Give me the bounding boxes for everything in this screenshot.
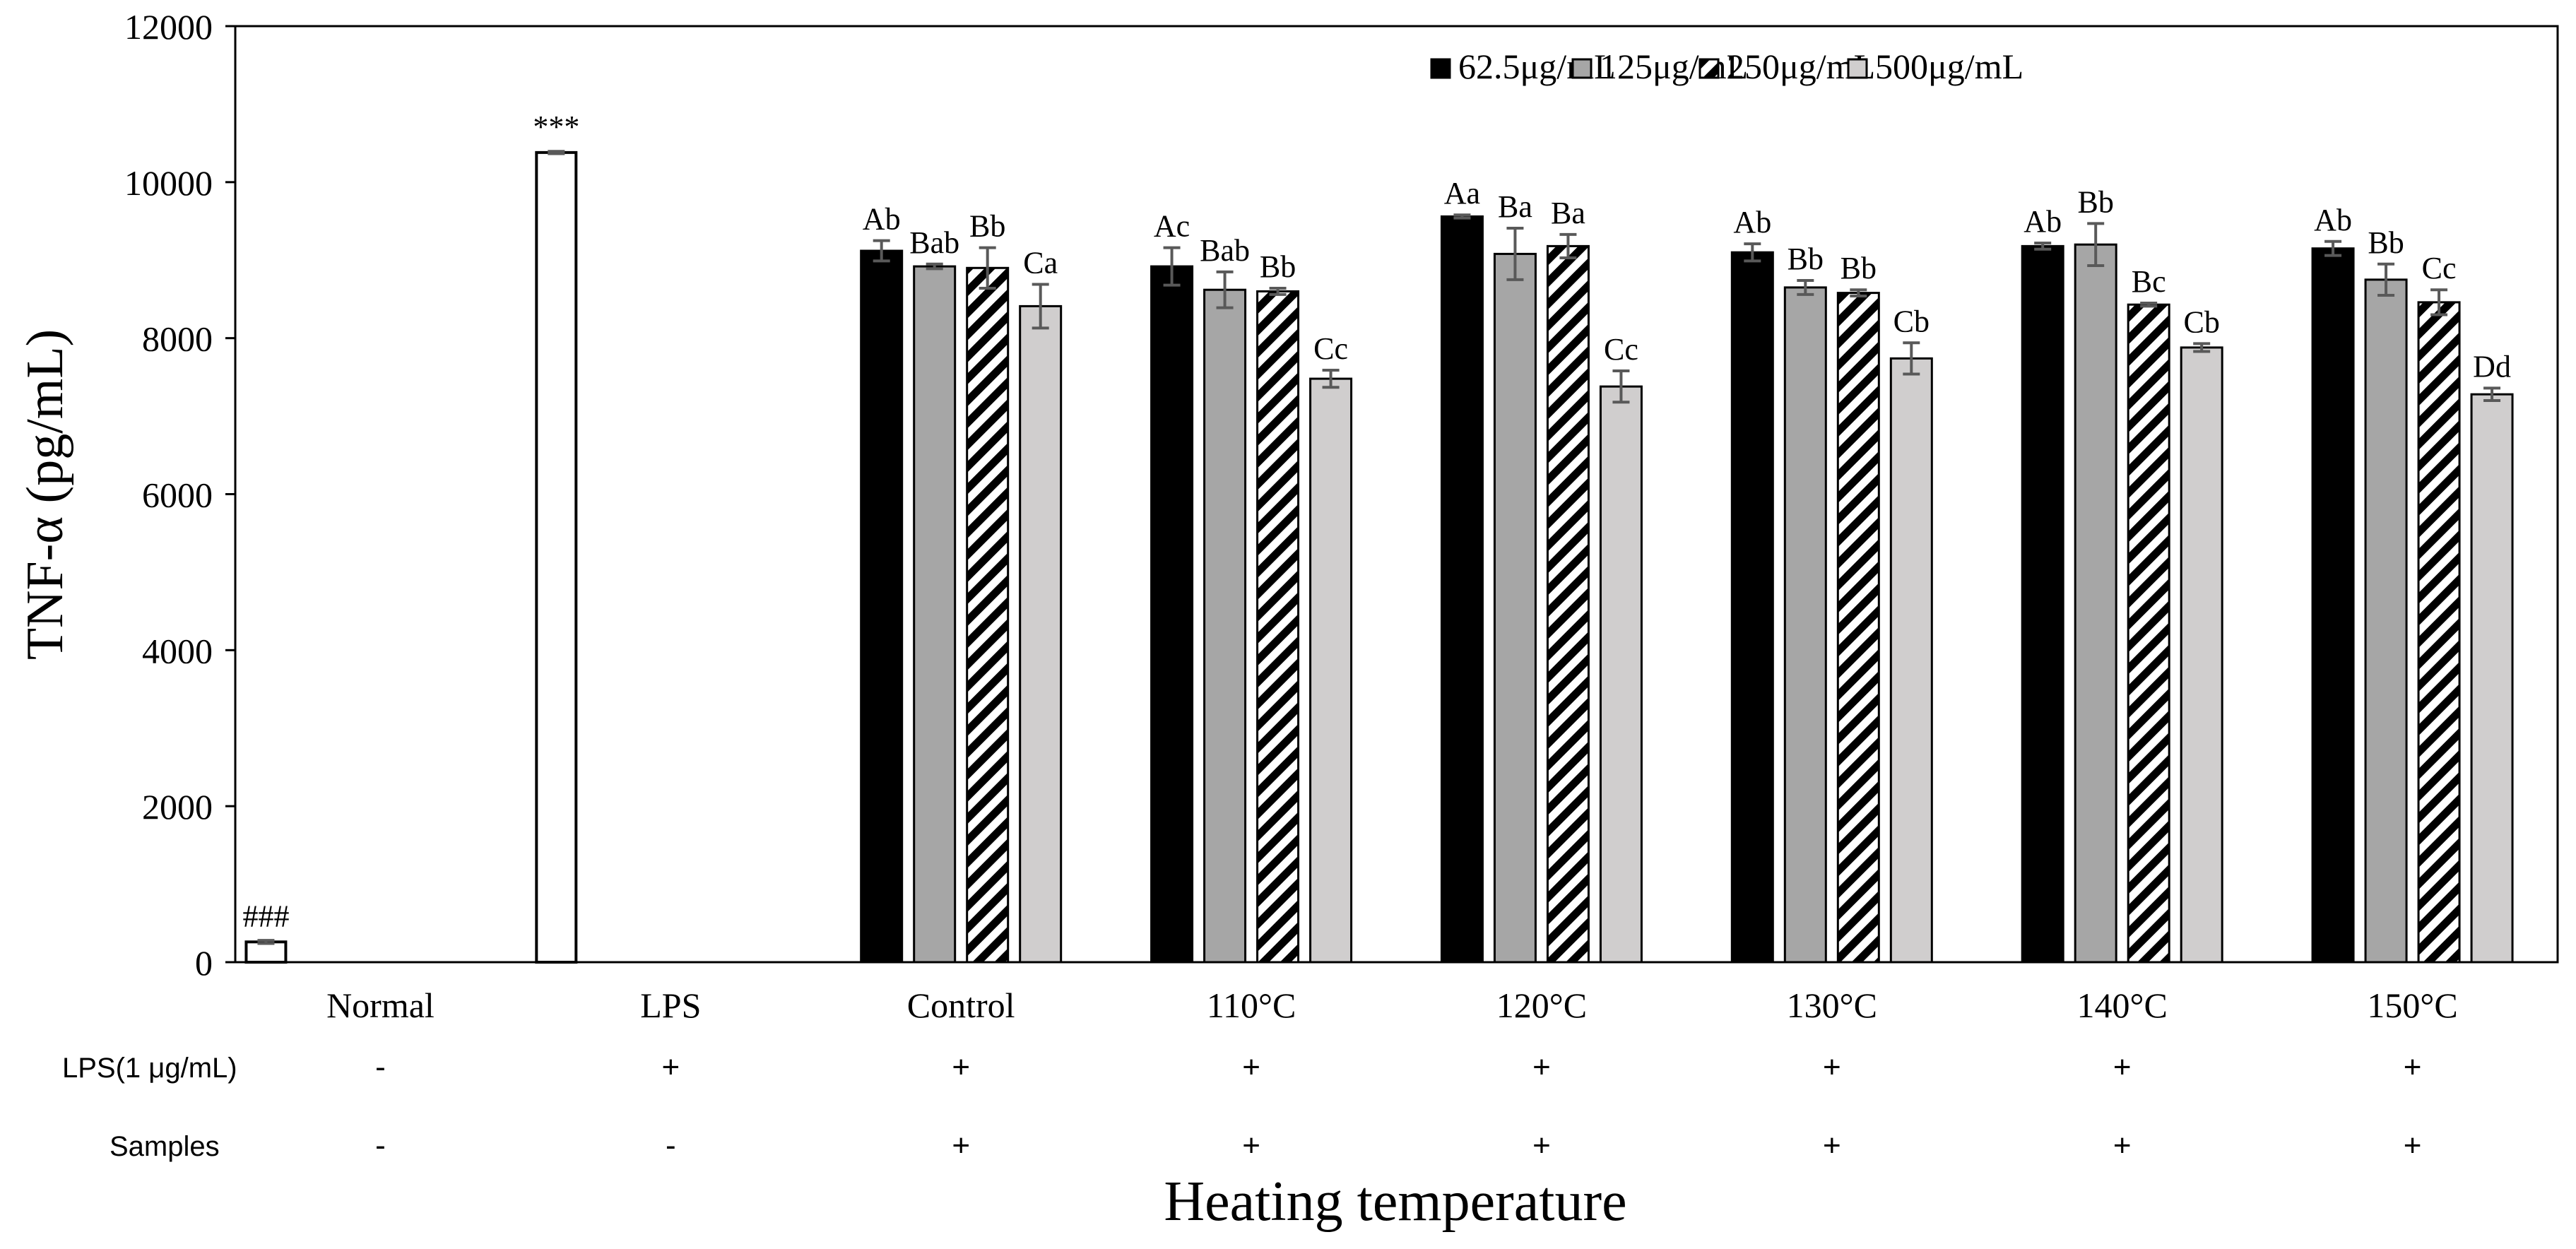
- bar: [1019, 304, 1063, 964]
- treatment-cell: +: [1242, 1050, 1260, 1084]
- treatment-cell: -: [375, 1128, 386, 1163]
- significance-label: Dd: [2473, 349, 2511, 384]
- bar: [535, 150, 578, 964]
- treatment-cell: +: [661, 1050, 680, 1084]
- x-tick-label: LPS: [640, 985, 701, 1025]
- treatment-cell: +: [1532, 1050, 1551, 1084]
- treatment-cell: +: [2404, 1050, 2422, 1084]
- bar: [1599, 385, 1643, 964]
- significance-label: Cc: [1604, 332, 1638, 367]
- y-tick-label: 4000: [142, 631, 213, 670]
- significance-label: Ba: [1498, 189, 1532, 224]
- treatment-cell: -: [666, 1128, 676, 1163]
- bar: [1256, 290, 1300, 964]
- treatment-cell: +: [2113, 1050, 2132, 1084]
- bar: [2074, 243, 2117, 964]
- significance-label: Bab: [1200, 233, 1250, 268]
- treatment-row-label: LPS(1 μg/mL): [62, 1053, 237, 1084]
- bar: [1309, 377, 1353, 964]
- y-tick-label: 2000: [142, 787, 213, 827]
- legend-label: 125μg/mL: [1600, 47, 1748, 86]
- x-tick-label: 130°C: [1787, 985, 1877, 1025]
- treatment-cell: -: [375, 1050, 386, 1084]
- legend-label: 500μg/mL: [1875, 47, 2023, 86]
- significance-label: Ca: [1023, 245, 1058, 280]
- treatment-table: LPS(1 μg/mL) - + + + + + + + Samples - - + + + + + +: [62, 1050, 2421, 1163]
- significance-label: Ab: [2023, 204, 2062, 239]
- bar: [1493, 252, 1537, 964]
- significance-label: Bb: [1260, 249, 1296, 284]
- significance-label: Bb: [2368, 225, 2404, 260]
- bar: [2364, 278, 2408, 964]
- bar: [1730, 251, 1774, 964]
- treatment-cell: +: [952, 1128, 970, 1163]
- legend-swatch: [1571, 58, 1593, 79]
- significance-label: Ab: [1733, 205, 1771, 239]
- x-tick-label: 110°C: [1207, 985, 1296, 1025]
- legend-swatch: [1698, 58, 1720, 79]
- x-tick-label: Normal: [326, 985, 435, 1025]
- x-tick-label: Control: [907, 985, 1015, 1025]
- bar: [2470, 393, 2514, 964]
- treatment-cell: +: [1823, 1128, 1841, 1163]
- bar: [1783, 286, 1827, 964]
- bar: [1836, 292, 1880, 964]
- bar: [1889, 357, 1933, 964]
- y-axis-title: TNF-α (pg/mL): [16, 329, 74, 660]
- significance-label: Aa: [1444, 176, 1480, 211]
- significance-label: Ba: [1551, 196, 1585, 230]
- significance-label: Bb: [969, 209, 1005, 244]
- significance-label: Cb: [2184, 304, 2220, 339]
- treatment-cell: +: [1532, 1128, 1551, 1163]
- treatment-row-label: Samples: [110, 1131, 220, 1162]
- treatment-cell: +: [1242, 1128, 1260, 1163]
- bar: [1440, 215, 1484, 964]
- legend-swatch: [1430, 58, 1451, 79]
- y-tick-label: 10000: [124, 163, 213, 203]
- significance-label: Cb: [1893, 304, 1930, 338]
- legend-swatch: [1847, 58, 1868, 79]
- y-tick-label: 12000: [124, 7, 213, 47]
- significance-label: ###: [242, 899, 289, 933]
- significance-label: Ab: [863, 202, 901, 237]
- treatment-cell: +: [1823, 1050, 1841, 1084]
- bar: [2311, 247, 2355, 964]
- bar: [1546, 244, 1590, 964]
- significance-label: Cc: [2422, 251, 2457, 285]
- significance-label: Bb: [1841, 251, 1877, 285]
- bar: [2127, 303, 2170, 964]
- bar: [2021, 244, 2064, 964]
- x-axis-title: Heating temperature: [1164, 1171, 1626, 1233]
- bar: [2180, 346, 2223, 964]
- bar: [1150, 265, 1194, 964]
- y-tick-label: 6000: [142, 475, 213, 515]
- bar: [913, 265, 957, 964]
- treatment-cell: +: [2113, 1128, 2132, 1163]
- y-tick-label: 0: [195, 943, 213, 983]
- treatment-cell: +: [2404, 1128, 2422, 1163]
- significance-label: Bb: [1788, 242, 1824, 276]
- significance-label: Cc: [1313, 331, 1348, 366]
- significance-label: Bb: [2078, 184, 2114, 219]
- significance-label: Bab: [909, 225, 959, 260]
- x-tick-label: 140°C: [2077, 985, 2168, 1025]
- significance-label: Ab: [2314, 203, 2352, 237]
- significance-label: Ac: [1154, 209, 1190, 244]
- y-tick-label: 8000: [142, 319, 213, 359]
- significance-label: ***: [533, 109, 579, 144]
- bar: [966, 266, 1010, 964]
- treatment-cell: +: [952, 1050, 970, 1084]
- x-tick-label: 120°C: [1496, 985, 1587, 1025]
- x-tick-label: 150°C: [2367, 985, 2457, 1025]
- bar: [860, 249, 904, 964]
- bar: [2417, 301, 2461, 964]
- bar: [244, 940, 288, 964]
- significance-label: Bc: [2132, 264, 2166, 299]
- bar: [1203, 288, 1247, 964]
